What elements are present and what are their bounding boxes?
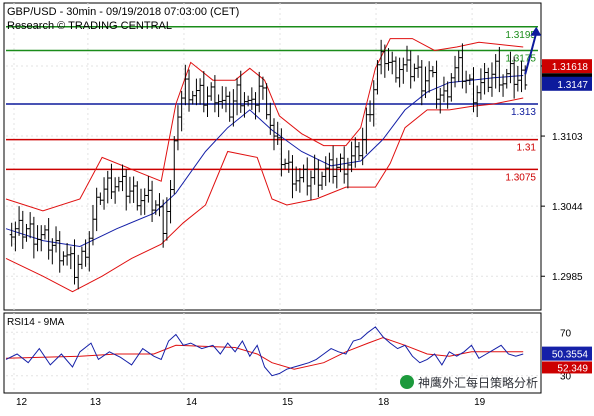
level-label-pivot: 1.313 [511,107,536,118]
price-tick-label: 1.3103 [552,132,583,143]
date-label: 13 [90,397,102,408]
chart-subtitle: Research © TRADING CENTRAL [7,20,172,32]
rsi-title: RSI14 - 9MA [7,317,65,328]
level-label-resistance: 1.3175 [505,54,536,65]
upper-band-label-box [542,59,592,74]
moving-average-line [5,75,524,248]
price-tick-label: 1.2985 [552,272,583,283]
level-label-support: 1.31 [517,143,537,154]
upper-band-label-text: 1.31618 [552,62,589,73]
candles-layer [9,39,528,290]
bollinger-upper-line [5,38,524,212]
rsi-value-box [542,346,592,361]
watermark: 神鹰外汇每日策略分析 [400,372,538,392]
date-label: 12 [16,397,28,408]
watermark-text: 神鹰外汇每日策略分析 [418,375,539,390]
date-label: 15 [282,397,294,408]
rsi-panel-frame [3,312,542,394]
rsi-tick-label: 30 [560,372,572,383]
bollinger-bands [5,38,524,293]
rsi-layer [5,326,524,377]
forecast-arrow-layer [524,26,542,75]
forecast-arrow-head [530,26,542,36]
rsi-value-text: 50.3554 [552,350,589,361]
wechat-icon [400,375,414,389]
lower-band-label-box [542,76,592,91]
forecast-arrow-shaft [524,32,538,75]
price-tick-label: 1.3044 [552,202,583,213]
lower-band-label-text: 1.3147 [557,80,588,91]
rsi-ma-line [5,337,524,370]
price-panel-frame [3,2,542,311]
date-label: 14 [186,397,198,408]
date-label: 19 [474,397,486,408]
rsi-ma-value-box [542,361,592,374]
levels-layer: 1.3195 1.3175 1.313 1.31 1.3075 [6,26,538,183]
rsi-tick-label: 70 [560,328,572,339]
level-label-target: 1.3195 [505,30,536,41]
rsi-ma-value-text: 52.349 [557,363,588,374]
rsi-line [5,326,524,377]
axis-layer: 1.31621.31031.30441.29851213141518191.31… [16,59,592,408]
bollinger-lower-line [5,97,524,293]
chart-title: GBP/USD - 30min - 09/19/2018 07:03:00 (C… [7,6,239,18]
level-label-support: 1.3075 [505,172,536,183]
date-label: 18 [378,397,390,408]
